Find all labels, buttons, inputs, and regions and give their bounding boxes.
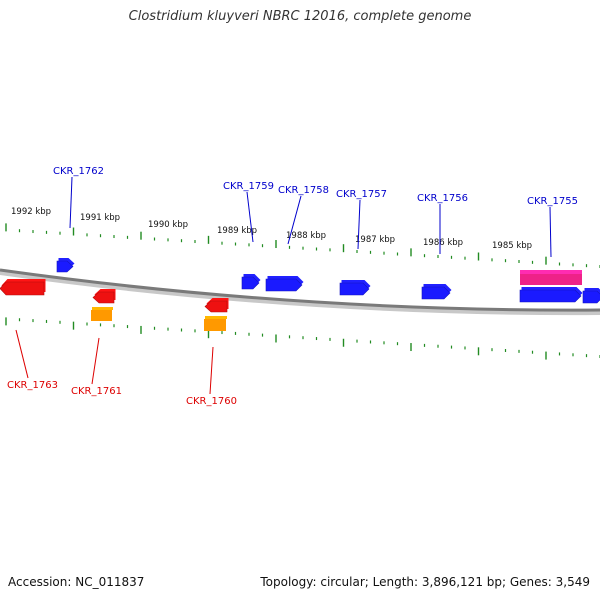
gene-labels: CKR_1762 CKR_1759 CKR_1758 CKR_1757 CKR_1756… bbox=[7, 166, 578, 407]
gene-CKR_1760a bbox=[204, 298, 229, 313]
leader-line-CKR_1759 bbox=[246, 191, 254, 243]
gene-body bbox=[582, 290, 600, 304]
kbp-label: 1985 kbp bbox=[492, 241, 532, 251]
gene-bevel bbox=[205, 316, 227, 319]
gene-label-CKR_1759: CKR_1759 bbox=[223, 181, 274, 192]
kbp-label: 1987 kbp bbox=[355, 235, 395, 245]
gene-body bbox=[0, 281, 45, 296]
gene-CKR_1755-highlight bbox=[520, 270, 582, 285]
gene-features bbox=[0, 258, 600, 331]
gene-body bbox=[519, 289, 582, 303]
gene-body bbox=[265, 278, 303, 292]
leader-line-CKR_1761 bbox=[91, 337, 100, 385]
gene-body bbox=[204, 319, 226, 331]
gene-CKR_1758 bbox=[265, 276, 304, 292]
genome-backbone bbox=[0, 268, 600, 312]
leader-line-CKR_1762 bbox=[69, 176, 73, 229]
gene-label-CKR_1755: CKR_1755 bbox=[527, 196, 578, 207]
gene-CKR_1760 bbox=[204, 316, 227, 331]
gene-CKR_1755 bbox=[519, 287, 583, 303]
kbp-label: 1992 kbp bbox=[11, 207, 51, 217]
gene-label-CKR_1756: CKR_1756 bbox=[417, 193, 468, 204]
gene-leader-lines bbox=[15, 176, 552, 395]
gene-CKR_1763 bbox=[0, 279, 46, 296]
gene-body bbox=[339, 282, 370, 296]
gene-label-CKR_1757: CKR_1757 bbox=[336, 189, 387, 200]
gene-label-CKR_1762: CKR_1762 bbox=[53, 166, 104, 177]
gene-bevel bbox=[520, 270, 582, 274]
genome-stats-text: Topology: circular; Length: 3,896,121 bp… bbox=[260, 575, 590, 589]
forward-scale-ticks bbox=[5, 223, 600, 268]
gene-label-CKR_1758: CKR_1758 bbox=[278, 185, 329, 196]
gene-CKR_1759 bbox=[241, 274, 261, 290]
gene-CKR_1762 bbox=[56, 258, 75, 273]
gene-next-forward bbox=[582, 288, 600, 304]
kbp-label: 1991 kbp bbox=[80, 213, 120, 223]
gene-body bbox=[520, 274, 582, 285]
kbp-label: 1990 kbp bbox=[148, 220, 188, 230]
gene-CKR_1761a bbox=[92, 289, 116, 304]
gene-body bbox=[421, 286, 451, 300]
gene-body bbox=[204, 300, 228, 313]
gene-label-CKR_1763: CKR_1763 bbox=[7, 380, 58, 391]
gene-CKR_1757 bbox=[339, 280, 371, 296]
gene-CKR_1756 bbox=[421, 284, 452, 300]
leader-line-CKR_1757 bbox=[357, 199, 361, 250]
leader-line-CKR_1760 bbox=[209, 346, 214, 395]
leader-line-CKR_1763 bbox=[15, 329, 29, 379]
genome-title: Clostridium kluyveri NBRC 12016, complet… bbox=[128, 9, 472, 24]
reverse-scale-ticks bbox=[5, 317, 600, 360]
gene-CKR_1761 bbox=[91, 307, 113, 321]
accession-text: Accession: NC_011837 bbox=[8, 575, 145, 589]
gene-body bbox=[56, 260, 74, 273]
gene-body bbox=[241, 276, 260, 290]
gene-body bbox=[91, 310, 112, 321]
genome-backbone-shadow bbox=[0, 269, 600, 316]
kbp-label: 1988 kbp bbox=[286, 231, 326, 241]
kbp-labels: 1992 kbp 1991 kbp 1990 kbp 1989 kbp 1988 kbp… bbox=[11, 207, 532, 251]
gene-label-CKR_1761: CKR_1761 bbox=[71, 386, 122, 397]
kbp-label: 1986 kbp bbox=[423, 238, 463, 248]
gene-label-CKR_1760: CKR_1760 bbox=[186, 396, 237, 407]
gene-body bbox=[92, 291, 115, 304]
gene-bevel bbox=[92, 307, 113, 310]
leader-line-CKR_1758 bbox=[287, 195, 302, 245]
leader-line-CKR_1755 bbox=[549, 206, 552, 258]
kbp-label: 1989 kbp bbox=[217, 226, 257, 236]
